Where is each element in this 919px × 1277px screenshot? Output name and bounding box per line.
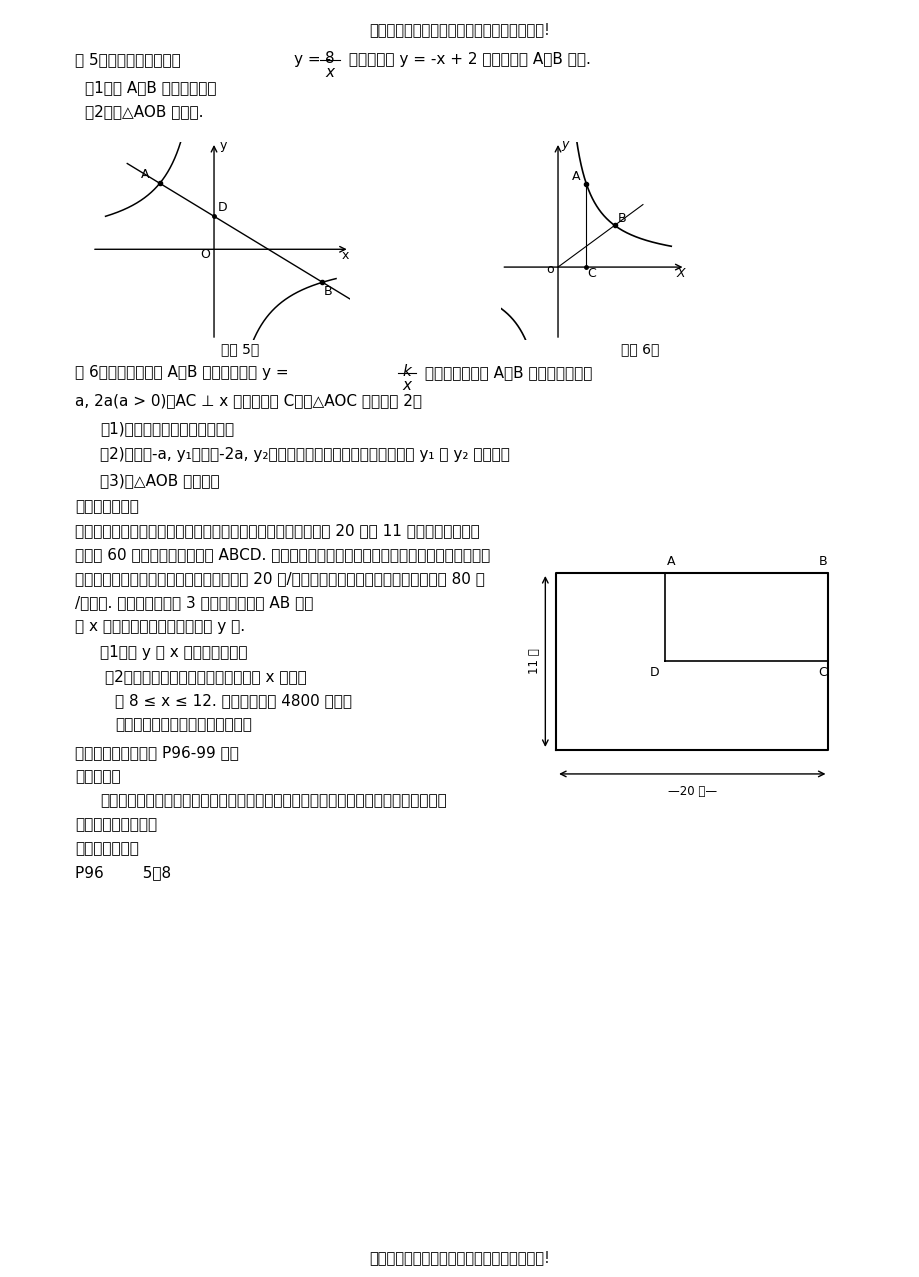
Text: B: B: [818, 555, 826, 568]
Text: o: o: [546, 263, 554, 276]
Text: B: B: [617, 212, 626, 225]
Text: 欢迎阅读本文档，希望本文档能对您有所帮助!: 欢迎阅读本文档，希望本文档能对您有所帮助!: [369, 22, 550, 37]
Text: 例 5、如图，反比例函数: 例 5、如图，反比例函数: [75, 52, 186, 66]
Text: 为 x 米，修建健身房的总投入为 y 元.: 为 x 米，修建健身房的总投入为 y 元.: [75, 619, 244, 633]
Text: A: A: [141, 169, 149, 181]
Text: 质，解决实际问题。: 质，解决实际问题。: [75, 817, 157, 833]
Text: 某单位为响应政府发出的全民健身的号召，打算在长和宽分别为 20 米和 11 米的矩形大厅内修: 某单位为响应政府发出的全民健身的号召，打算在长和宽分别为 20 米和 11 米的…: [75, 524, 479, 538]
Text: 欢迎阅读本文档，希望本文档能对您有所帮助!: 欢迎阅读本文档，希望本文档能对您有所帮助!: [369, 1250, 550, 1266]
Text: 本节课帮助学生整合本章知识体系，使学生能运用数形结合思想，根据反比例函数的性: 本节课帮助学生整合本章知识体系，使学生能运用数形结合思想，根据反比例函数的性: [100, 793, 447, 808]
Text: （1）求 A、B 两点的坐标；: （1）求 A、B 两点的坐标；: [85, 80, 216, 94]
Text: （例 5）: （例 5）: [221, 342, 259, 356]
Text: D: D: [218, 202, 228, 215]
Text: 建一个 60 平方米的矩形健身房 ABCD. 该健身房的四面墙壁中有两侧沿用大厅的旧墙壁（如图: 建一个 60 平方米的矩形健身房 ABCD. 该健身房的四面墙壁中有两侧沿用大厅…: [75, 547, 490, 562]
Text: D: D: [650, 667, 659, 679]
Text: 三、课堂练习：课本 P96-99 任选: 三、课堂练习：课本 P96-99 任选: [75, 744, 239, 760]
Text: P96        5、8: P96 5、8: [75, 865, 171, 880]
Text: /平方米. 设健身房的高为 3 米，一面旧墙壁 AB 的长: /平方米. 设健身房的高为 3 米，一面旧墙壁 AB 的长: [75, 595, 313, 610]
Text: y = -: y = -: [294, 52, 331, 66]
Text: B: B: [323, 286, 332, 299]
Text: C: C: [817, 667, 826, 679]
Text: 例 6、如图所示，点 A、B 在反比例函数 y =: 例 6、如图所示，点 A、B 在反比例函数 y =: [75, 365, 289, 381]
Text: X: X: [676, 267, 685, 281]
Text: 8: 8: [324, 51, 335, 66]
Text: （3)求△AOB 的面积。: （3)求△AOB 的面积。: [100, 472, 220, 488]
Text: k: k: [403, 364, 411, 379]
Text: 11 米: 11 米: [528, 649, 540, 674]
Text: （例 6）: （例 6）: [620, 342, 659, 356]
Text: （2）为了合理利用大厅，要求自变量 x 必须满: （2）为了合理利用大厅，要求自变量 x 必须满: [105, 669, 306, 684]
Text: x: x: [341, 249, 348, 262]
Text: 为平面示意图），已知装修旧墙壁的费用为 20 元/平方米，新建（含装修）墙壁的费用为 80 元: 为平面示意图），已知装修旧墙壁的费用为 20 元/平方米，新建（含装修）墙壁的费…: [75, 571, 484, 586]
Text: 足 8 ≤ x ≤ 12. 当投入资金为 4800 元时，: 足 8 ≤ x ≤ 12. 当投入资金为 4800 元时，: [115, 693, 352, 707]
Text: 问利用旧墙壁的总长度为多少米？: 问利用旧墙壁的总长度为多少米？: [115, 716, 252, 732]
Text: x: x: [325, 65, 335, 80]
Text: C: C: [587, 267, 596, 281]
Text: （2）求△AOB 的面积.: （2）求△AOB 的面积.: [85, 103, 203, 119]
Text: A: A: [572, 170, 580, 183]
Text: （2)若点（-a, y₁）、（-2a, y₂）在该反比例函数的图象上，试比较 y₁ 与 y₂ 的大小。: （2)若点（-a, y₁）、（-2a, y₂）在该反比例函数的图象上，试比较 y…: [100, 447, 509, 462]
Text: 的图象上，且点 A、B 的横坐标分别为: 的图象上，且点 A、B 的横坐标分别为: [420, 365, 592, 381]
Text: （1）求 y 与 x 的函数关系式；: （1）求 y 与 x 的函数关系式；: [100, 645, 247, 660]
Text: （1)求该反比例函数的解析式。: （1)求该反比例函数的解析式。: [100, 421, 233, 435]
Text: 四、小结：: 四、小结：: [75, 769, 120, 784]
Text: A: A: [665, 555, 675, 568]
Text: y: y: [561, 138, 568, 151]
Text: 五、课后作业：: 五、课后作业：: [75, 842, 139, 856]
Text: 与一次函数 y = -x + 2 的图象交于 A、B 两点.: 与一次函数 y = -x + 2 的图象交于 A、B 两点.: [344, 52, 590, 66]
Text: x: x: [403, 378, 411, 393]
Text: O: O: [200, 248, 210, 261]
Text: 二、综合提高：: 二、综合提高：: [75, 499, 139, 515]
Text: —20 米—: —20 米—: [667, 785, 716, 798]
Text: a, 2a(a > 0)。AC ⊥ x 轴，垂足为 C，且△AOC 的面积为 2。: a, 2a(a > 0)。AC ⊥ x 轴，垂足为 C，且△AOC 的面积为 2…: [75, 393, 422, 407]
Text: y: y: [220, 139, 227, 152]
